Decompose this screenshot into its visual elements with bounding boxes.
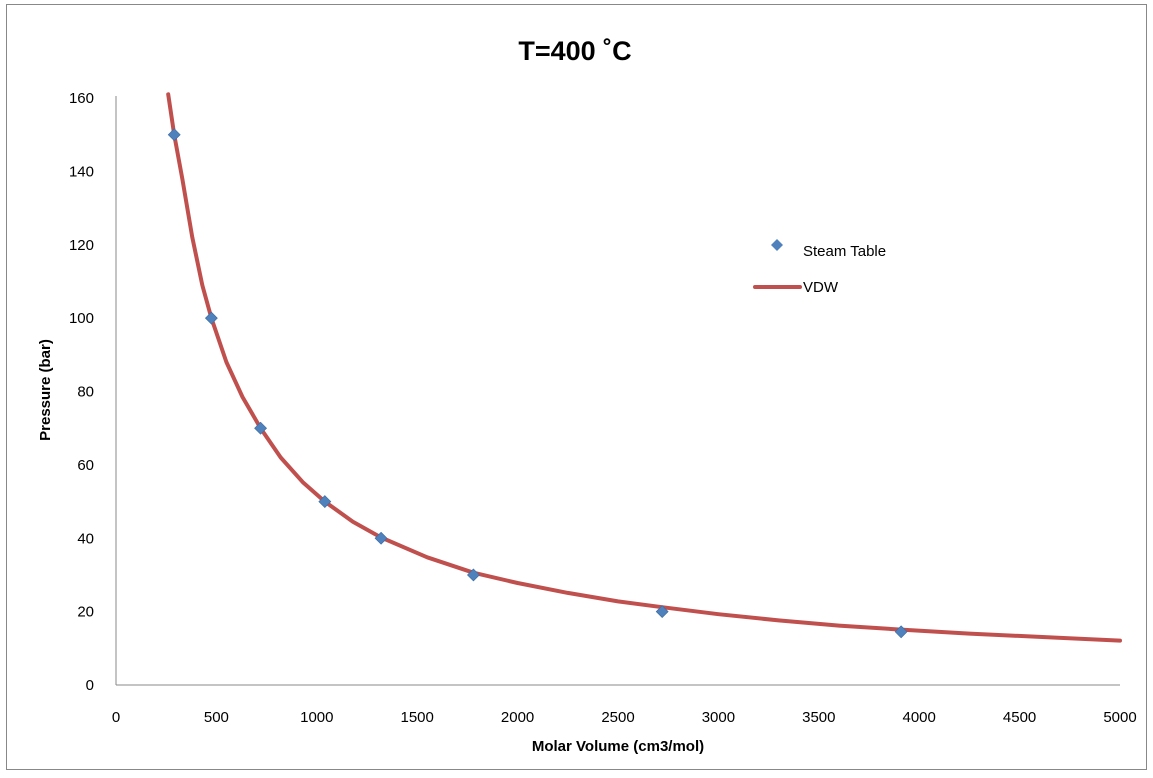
y-tick-label: 140 [69,163,94,180]
steam-table-point [894,625,908,639]
chart-title: T=400 ˚C [518,36,631,66]
chart-border [6,4,1147,770]
x-tick-label: 4000 [903,709,936,726]
y-axis-tick-labels: 0 20 40 60 80 100 120 140 160 [69,90,94,694]
x-tick-label: 1000 [300,709,333,726]
y-tick-label: 80 [77,384,94,401]
y-tick-label: 0 [86,677,94,694]
steam-table-point [204,311,218,325]
x-tick-label: 3000 [702,709,735,726]
y-tick-label: 120 [69,237,94,254]
legend: Steam Table VDW [753,239,886,296]
steam-table-point [655,605,669,619]
x-tick-label: 2000 [501,709,534,726]
x-tick-label: 5000 [1103,709,1136,726]
x-tick-label: 4500 [1003,709,1036,726]
x-tick-label: 500 [204,709,229,726]
legend-label-vdw: VDW [803,279,839,296]
x-tick-label: 1500 [401,709,434,726]
legend-marker-steam-table [771,239,783,251]
y-tick-label: 40 [77,530,94,547]
plot-series [166,92,1122,643]
steam-table-point [167,128,181,142]
axes [115,96,1120,686]
legend-label-steam-table: Steam Table [803,243,886,260]
x-axis-tick-labels: 0 500 1000 1500 2000 2500 3000 3500 4000 4500 5000 [112,709,1137,726]
y-tick-label: 20 [77,604,94,621]
y-tick-label: 160 [69,90,94,107]
x-tick-label: 3500 [802,709,835,726]
steam-table-point [318,495,332,508]
x-axis-title: Molar Volume (cm3/mol) [532,738,704,755]
steam-table-point [466,568,480,582]
y-axis-title: Pressure (bar) [37,339,54,441]
y-tick-label: 100 [69,310,94,327]
steam-table-point [254,421,268,435]
steam-table-point [374,531,388,545]
x-tick-label: 2500 [601,709,634,726]
y-tick-label: 60 [77,457,94,474]
x-tick-label: 0 [112,709,120,726]
